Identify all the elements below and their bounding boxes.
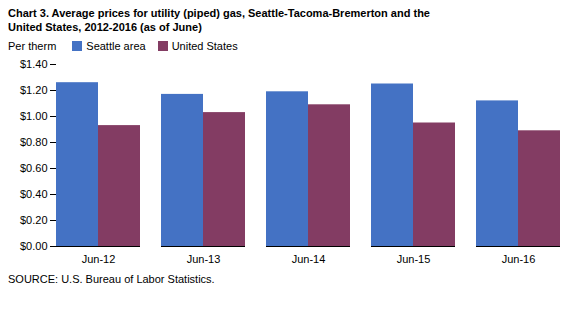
- svg-text:$0.80: $0.80: [20, 136, 48, 148]
- html-text:United States: United States: [171, 40, 238, 52]
- html-text:Seattle area: Seattle area: [86, 40, 146, 52]
- svg-text:$1.00: $1.00: [20, 110, 48, 122]
- svg-text:Jun-16: Jun-16: [502, 253, 536, 265]
- svg-text:Jun-12: Jun-12: [82, 253, 116, 265]
- svg-text:$0.00: $0.00: [20, 240, 48, 252]
- html-text:Chart 3. Average prices for ut: Chart 3. Average prices for utility (pip…: [8, 7, 430, 19]
- svg-text:$1.40: $1.40: [20, 58, 48, 70]
- svg-text:$0.20: $0.20: [20, 214, 48, 226]
- svg-text:$1.20: $1.20: [20, 84, 48, 96]
- html-text:United States, 2012-2016 (as o: United States, 2012-2016 (as of June): [8, 21, 202, 33]
- svg-text:Jun-14: Jun-14: [292, 253, 326, 265]
- svg-text:Jun-15: Jun-15: [397, 253, 431, 265]
- svg-text:$0.40: $0.40: [20, 188, 48, 200]
- html-text:SOURCE: U.S. Bureau of Labor S: SOURCE: U.S. Bureau of Labor Statistics.: [8, 273, 215, 285]
- svg-text:Jun-13: Jun-13: [187, 253, 221, 265]
- svg-text:$0.60: $0.60: [20, 162, 48, 174]
- html-text:Per therm: Per therm: [8, 40, 57, 52]
